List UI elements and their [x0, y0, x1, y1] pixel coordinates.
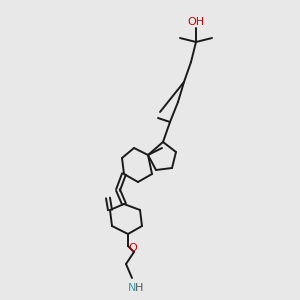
Text: H: H: [135, 283, 143, 293]
Text: OH: OH: [188, 17, 205, 27]
Text: N: N: [128, 283, 136, 293]
Text: O: O: [129, 243, 137, 253]
